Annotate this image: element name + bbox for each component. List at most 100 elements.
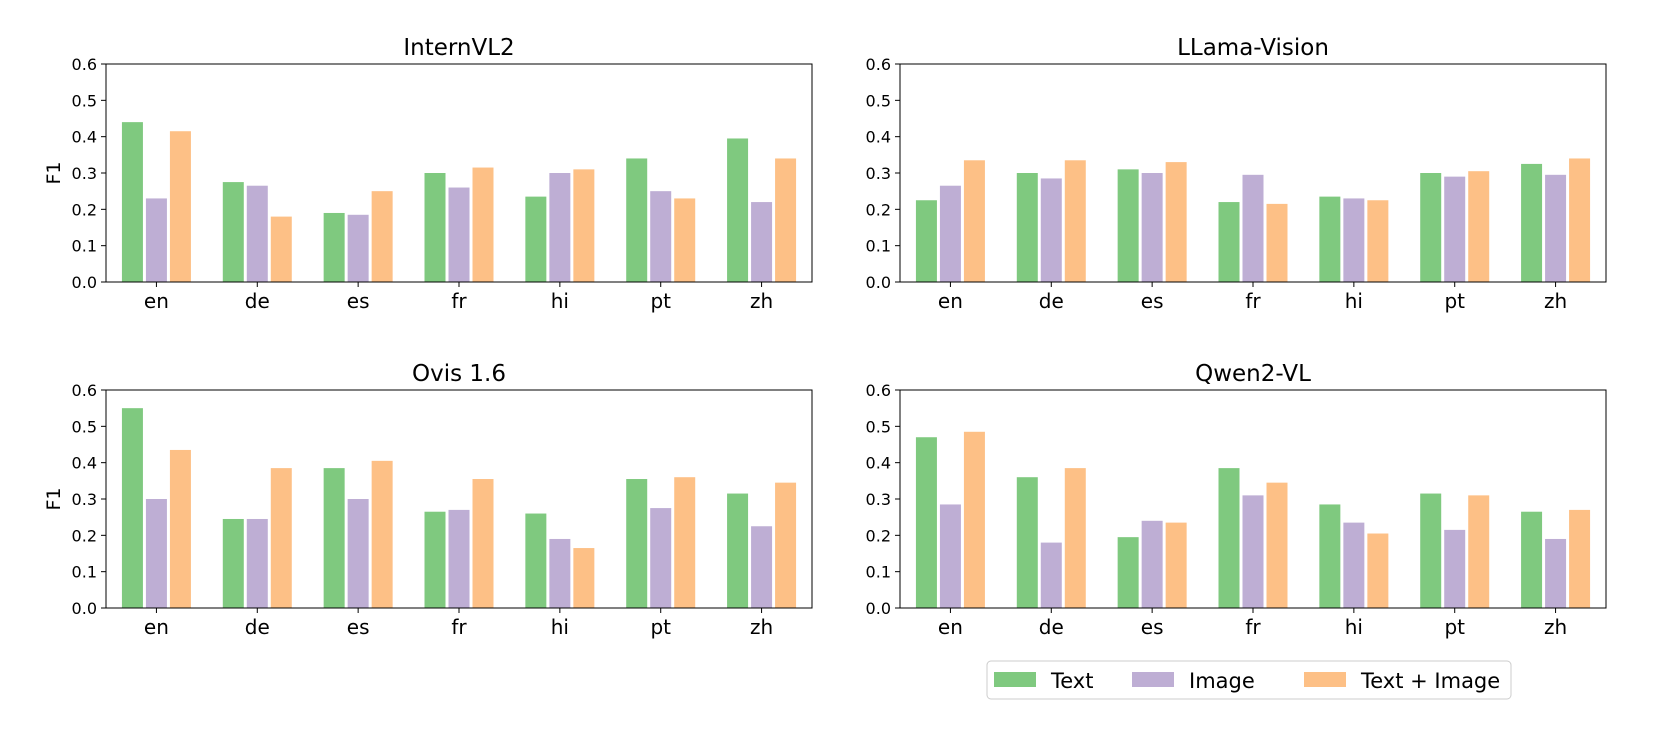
bar-fr-text-image: [472, 167, 494, 282]
bar-hi-text: [1319, 196, 1341, 282]
y-tick-label: 0.0: [866, 273, 891, 292]
x-tick-label: hi: [1345, 289, 1363, 313]
y-tick-label: 0.4: [866, 128, 891, 147]
legend-label-0: Text: [1050, 669, 1093, 693]
bar-hi-image: [549, 538, 571, 608]
bar-fr-text: [424, 173, 446, 282]
bar-hi-text-image: [1367, 533, 1389, 608]
panel-0: InternVL2 F1 0.0 0.1 0.2 0.3 0.4 0.5 0.6 en de es fr…: [43, 35, 813, 313]
y-tick-label: 0.2: [72, 526, 97, 545]
bar-hi-text-image: [1367, 200, 1389, 282]
x-tick-label: zh: [750, 615, 773, 639]
y-tick-label: 0.5: [866, 91, 891, 110]
bar-zh-text: [727, 493, 749, 608]
bar-es-image: [347, 214, 369, 282]
bar-de-text-image: [270, 468, 292, 608]
panel-1: LLama-Vision 0.0 0.1 0.2 0.3 0.4 0.5 0.6 en de es f…: [866, 35, 1607, 313]
bar-fr-image: [448, 187, 470, 282]
bar-fr-text-image: [1266, 203, 1288, 282]
bar-zh-image: [1545, 538, 1567, 608]
bar-en-text: [121, 122, 143, 282]
axes-frame: [899, 63, 1607, 283]
y-tick-label: 0.6: [72, 55, 97, 74]
y-tick-label: 0.5: [72, 91, 97, 110]
y-tick-label: 0.1: [866, 237, 891, 256]
legend-swatch-1: [1132, 672, 1174, 687]
bar-es-text-image: [1165, 522, 1187, 608]
x-tick-label: pt: [1444, 289, 1465, 313]
bar-zh-image: [751, 202, 773, 282]
bar-pt-image: [1444, 529, 1466, 608]
y-tick-label: 0.1: [72, 237, 97, 256]
bar-zh-image: [751, 526, 773, 608]
bar-zh-text-image: [775, 482, 797, 608]
legend-label-2: Text + Image: [1360, 669, 1500, 693]
bar-es-text: [323, 212, 345, 282]
y-tick-label: 0.4: [866, 454, 891, 473]
panel-2: Ovis 1.6 F1 0.0 0.1 0.2 0.3 0.4 0.5 0.6 en de es fr h…: [43, 361, 813, 639]
x-tick-label: de: [245, 289, 270, 313]
bar-pt-text-image: [674, 198, 696, 282]
x-tick-label: de: [1039, 289, 1064, 313]
y-tick-label: 0.2: [866, 526, 891, 545]
bar-de-image: [246, 518, 268, 608]
bar-es-text: [1117, 537, 1139, 608]
bar-en-text-image: [963, 431, 985, 608]
y-tick-label: 0.3: [866, 164, 891, 183]
axes-frame: [105, 63, 813, 283]
bar-zh-text-image: [1569, 158, 1591, 282]
legend-label-1: Image: [1189, 669, 1255, 693]
bar-hi-image: [549, 173, 571, 282]
y-tick-label: 0.3: [72, 164, 97, 183]
bar-pt-text: [626, 158, 648, 282]
x-tick-label: en: [144, 289, 169, 313]
y-tick-label: 0.2: [72, 200, 97, 219]
y-tick-label: 0.2: [866, 200, 891, 219]
bar-hi-text: [525, 513, 547, 608]
y-tick-label: 0.6: [72, 381, 97, 400]
legend: Text Image Text + Image: [986, 660, 1512, 700]
y-tick-label: 0.5: [72, 417, 97, 436]
x-tick-label: en: [144, 615, 169, 639]
bar-en-image: [145, 198, 167, 282]
bar-es-text-image: [371, 191, 393, 282]
panel-title: Ovis 1.6: [412, 361, 506, 387]
bar-pt-text: [626, 479, 648, 608]
bar-de-image: [1040, 542, 1062, 608]
bar-zh-text: [727, 138, 749, 282]
bar-fr-image: [1242, 174, 1264, 282]
bar-pt-image: [650, 191, 672, 282]
bar-en-image: [939, 504, 961, 608]
bar-pt-text-image: [1468, 495, 1490, 608]
bar-fr-text-image: [472, 479, 494, 608]
bar-en-text: [915, 437, 937, 608]
bar-es-image: [347, 499, 369, 608]
x-tick-label: en: [938, 289, 963, 313]
y-tick-label: 0.3: [72, 490, 97, 509]
y-axis-label: F1: [43, 487, 65, 510]
bar-fr-text: [424, 511, 446, 608]
bar-es-image: [1141, 173, 1163, 282]
bar-hi-text-image: [573, 169, 595, 282]
y-axis-label: F1: [43, 161, 65, 184]
x-tick-label: es: [347, 615, 370, 639]
bar-de-text: [1016, 477, 1038, 608]
bar-pt-image: [650, 508, 672, 608]
y-tick-label: 0.4: [72, 454, 97, 473]
bar-de-text-image: [1064, 468, 1086, 608]
bar-zh-image: [1545, 174, 1567, 282]
bar-es-text: [323, 468, 345, 608]
y-tick-label: 0.6: [866, 55, 891, 74]
x-tick-label: fr: [451, 289, 467, 313]
bar-de-text-image: [1064, 160, 1086, 282]
x-tick-label: hi: [551, 289, 569, 313]
bar-zh-text: [1521, 511, 1543, 608]
legend-box: [986, 660, 1512, 700]
bar-de-image: [1040, 178, 1062, 282]
y-tick-label: 0.4: [72, 128, 97, 147]
x-tick-label: zh: [1544, 615, 1567, 639]
bar-hi-text: [525, 196, 547, 282]
bar-de-text: [222, 518, 244, 608]
axes-frame: [105, 389, 813, 609]
